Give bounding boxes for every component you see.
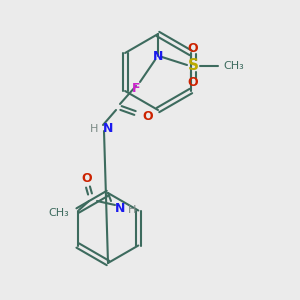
Text: CH₃: CH₃ [48,208,69,218]
Text: CH₃: CH₃ [223,61,244,71]
Text: N: N [153,50,163,62]
Text: H: H [90,124,98,134]
Text: F: F [132,82,141,94]
Text: O: O [142,110,153,122]
Text: O: O [188,43,198,56]
Text: S: S [188,58,199,74]
Text: N: N [103,122,113,136]
Text: O: O [188,76,198,89]
Text: H: H [128,205,136,215]
Text: N: N [115,202,125,214]
Text: O: O [82,172,92,185]
